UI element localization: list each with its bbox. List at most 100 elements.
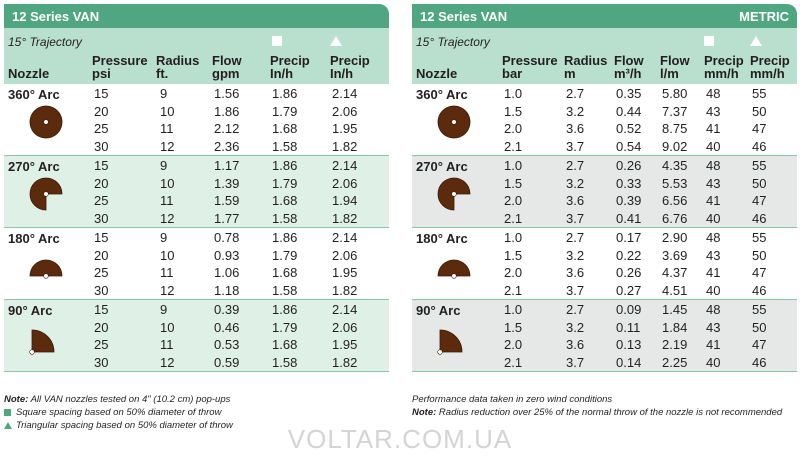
table-cell: 2.0 bbox=[504, 337, 523, 352]
table-cell: 10 bbox=[160, 247, 175, 263]
table-cell: 1.86 bbox=[272, 86, 298, 101]
table-cell: 1.18 bbox=[214, 282, 240, 298]
table-cell: 1.77 bbox=[214, 210, 240, 226]
quarter-circle-nozzle-icon bbox=[437, 329, 463, 355]
full-circle-nozzle-icon bbox=[29, 105, 63, 139]
table-cell: 1.79 bbox=[272, 247, 298, 263]
table-cell: 55 bbox=[752, 158, 767, 173]
table-cell: 0.27 bbox=[616, 282, 642, 298]
table-row: 2.0 3.6 0.52 8.75 41 47 bbox=[412, 120, 797, 137]
table-cell: 1.84 bbox=[662, 319, 688, 335]
wind-note: Performance data taken in zero wind cond… bbox=[412, 394, 613, 405]
table-header: 15° Trajectory Nozzle Pressure psi Radius… bbox=[4, 28, 389, 84]
table-cell: 7.37 bbox=[662, 103, 688, 119]
table-cell: 20 bbox=[94, 103, 109, 119]
table-cell: 30 bbox=[94, 138, 109, 154]
table-cell: 25 bbox=[94, 337, 109, 352]
nozzle-group: 360° Arc 1.0 2.7 0.35 5.80 48 55 1.5 3.2 0.44 7.37… bbox=[412, 84, 797, 156]
triangle-spacing-icon bbox=[750, 36, 762, 46]
table-cell: 2.1 bbox=[504, 282, 523, 298]
table-cell: 3.6 bbox=[566, 193, 585, 208]
table-cell: 2.0 bbox=[504, 193, 523, 208]
table-row: 30 12 1.18 1.58 1.82 bbox=[4, 282, 389, 299]
table-cell: 25 bbox=[94, 121, 109, 136]
table-cell: 0.78 bbox=[214, 230, 240, 245]
table-cell: 1.82 bbox=[332, 282, 358, 298]
arc-label: 270° Arc bbox=[416, 159, 468, 174]
table-cell: 1.39 bbox=[214, 175, 240, 191]
table-row: 25 11 2.12 1.68 1.95 bbox=[4, 120, 389, 137]
arc-label: 360° Arc bbox=[416, 87, 468, 102]
triangle-note: Triangular spacing based on 50% diameter… bbox=[4, 419, 389, 432]
table-cell: 43 bbox=[706, 103, 721, 119]
table-cell: 9 bbox=[160, 86, 168, 101]
table-cell: 0.13 bbox=[616, 337, 642, 352]
table-cell: 2.06 bbox=[332, 247, 358, 263]
table-cell: 1.58 bbox=[272, 354, 298, 370]
table-cell: 48 bbox=[706, 158, 721, 173]
square-note: Square spacing based on 50% diameter of … bbox=[4, 406, 389, 419]
metric-notes: Performance data taken in zero wind cond… bbox=[412, 393, 797, 419]
table-row: 30 12 2.36 1.58 1.82 bbox=[4, 138, 389, 155]
table-cell: 47 bbox=[752, 193, 767, 208]
table-cell: 0.93 bbox=[214, 247, 240, 263]
table-cell: 20 bbox=[94, 175, 109, 191]
nozzle-group: 90° Arc 15 9 0.39 1.86 2.14 20 10 0.46 1.79 2.06 25… bbox=[4, 300, 389, 372]
header-nozzle: Nozzle bbox=[8, 66, 50, 81]
table-header: 15° Trajectory Nozzle Pressure bar Radius… bbox=[412, 28, 797, 84]
table-row: 30 12 1.77 1.58 1.82 bbox=[4, 210, 389, 227]
table-cell: 3.2 bbox=[566, 103, 585, 119]
table-cell: 6.76 bbox=[662, 210, 688, 226]
table-cell: 48 bbox=[706, 302, 721, 317]
table-cell: 0.11 bbox=[616, 319, 641, 335]
nozzle-group: 270° Arc 15 9 1.17 1.86 2.14 20 10 1.39 1.79 2.06 2… bbox=[4, 156, 389, 228]
table-cell: 2.14 bbox=[332, 86, 358, 101]
table-cell: 46 bbox=[752, 282, 767, 298]
nozzle-group: 360° Arc 15 9 1.56 1.86 2.14 20 10 1.86 1.79 2.06 2… bbox=[4, 84, 389, 156]
half-circle-nozzle-icon bbox=[437, 259, 471, 279]
header-radius: Radius m bbox=[564, 53, 608, 81]
table-cell: 25 bbox=[94, 265, 109, 280]
table-cell: 15 bbox=[94, 86, 109, 101]
full-circle-nozzle-icon bbox=[437, 105, 471, 139]
table-cell: 2.12 bbox=[214, 121, 240, 136]
trajectory-label: 15° Trajectory bbox=[8, 35, 82, 49]
table-cell: 3.6 bbox=[566, 265, 585, 280]
table-cell: 1.86 bbox=[272, 230, 298, 245]
table-cell: 3.7 bbox=[566, 138, 585, 154]
table-cell: 55 bbox=[752, 230, 767, 245]
header-flow-lm: Flow l/m bbox=[660, 53, 690, 81]
table-cell: 30 bbox=[94, 210, 109, 226]
table-cell: 1.0 bbox=[504, 158, 523, 173]
table-cell: 2.36 bbox=[214, 138, 240, 154]
table-cell: 1.58 bbox=[272, 210, 298, 226]
table-cell: 12 bbox=[160, 354, 175, 370]
table-cell: 0.41 bbox=[616, 210, 642, 226]
table-cell: 1.68 bbox=[272, 265, 298, 280]
table-cell: 1.68 bbox=[272, 121, 298, 136]
table-cell: 50 bbox=[752, 247, 767, 263]
table-cell: 41 bbox=[706, 337, 721, 352]
table-row: 15 9 1.56 1.86 2.14 bbox=[4, 85, 389, 102]
table-cell: 10 bbox=[160, 103, 175, 119]
table-cell: 1.17 bbox=[214, 158, 240, 173]
table-cell: 15 bbox=[94, 158, 109, 173]
nozzle-group: 180° Arc 15 9 0.78 1.86 2.14 20 10 0.93 1.79 2.06 2… bbox=[4, 228, 389, 300]
table-cell: 41 bbox=[706, 121, 721, 136]
arc-label: 180° Arc bbox=[416, 231, 468, 246]
table-cell: 1.82 bbox=[332, 354, 358, 370]
table-cell: 1.82 bbox=[332, 210, 358, 226]
table-row: 25 11 1.59 1.68 1.94 bbox=[4, 192, 389, 209]
header-precip-square: Precip mm/h bbox=[704, 53, 744, 81]
metric-table: 12 Series VAN METRIC 15° Trajectory Nozz… bbox=[412, 4, 797, 372]
table-cell: 47 bbox=[752, 265, 767, 280]
table-row: 15 9 0.39 1.86 2.14 bbox=[4, 301, 389, 318]
note-line: Note: All VAN nozzles tested on 4" (10.2… bbox=[4, 394, 231, 405]
table-row: 30 12 0.59 1.58 1.82 bbox=[4, 354, 389, 371]
table-row: 2.1 3.7 0.54 9.02 40 46 bbox=[412, 138, 797, 155]
table-cell: 2.7 bbox=[566, 302, 585, 317]
table-cell: 0.53 bbox=[214, 337, 240, 352]
table-cell: 41 bbox=[706, 265, 721, 280]
table-row: 1.0 2.7 0.09 1.45 48 55 bbox=[412, 301, 797, 318]
table-title-bar: 12 Series VAN bbox=[4, 4, 389, 28]
